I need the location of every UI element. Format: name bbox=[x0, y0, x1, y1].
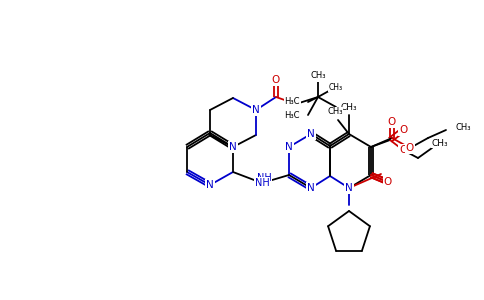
Text: H₃C: H₃C bbox=[285, 110, 300, 119]
Text: N: N bbox=[345, 183, 353, 193]
Text: N: N bbox=[252, 105, 260, 115]
Text: CH₃: CH₃ bbox=[329, 82, 343, 91]
Text: N: N bbox=[229, 142, 237, 152]
Text: N: N bbox=[285, 142, 293, 152]
Text: O: O bbox=[388, 117, 396, 127]
Text: N: N bbox=[307, 129, 315, 139]
Text: O: O bbox=[399, 145, 407, 155]
Text: N: N bbox=[345, 183, 353, 193]
Text: H₃C: H₃C bbox=[285, 98, 300, 106]
Text: NH: NH bbox=[257, 173, 272, 183]
Text: N: N bbox=[206, 180, 214, 190]
Text: O: O bbox=[272, 75, 280, 85]
Text: CH₃: CH₃ bbox=[456, 122, 471, 131]
Text: O: O bbox=[406, 143, 414, 153]
Text: CH₃: CH₃ bbox=[310, 70, 326, 80]
Text: N: N bbox=[307, 183, 315, 193]
Text: N: N bbox=[307, 129, 315, 139]
Text: CH₃: CH₃ bbox=[341, 103, 357, 112]
Text: CH₃: CH₃ bbox=[311, 73, 325, 82]
Text: N: N bbox=[285, 142, 293, 152]
Text: N: N bbox=[229, 142, 237, 152]
Text: NH: NH bbox=[255, 178, 270, 188]
Text: CH₃: CH₃ bbox=[432, 139, 448, 148]
Text: O: O bbox=[399, 125, 407, 135]
Text: O: O bbox=[384, 177, 392, 187]
Text: N: N bbox=[206, 180, 214, 190]
Text: CH₃: CH₃ bbox=[327, 107, 343, 116]
Text: N: N bbox=[229, 142, 237, 152]
Text: O: O bbox=[292, 99, 300, 109]
Text: N: N bbox=[307, 183, 315, 193]
